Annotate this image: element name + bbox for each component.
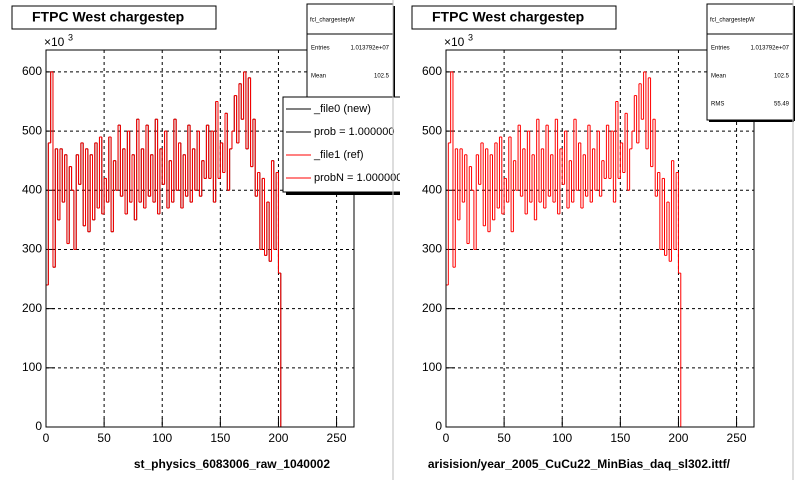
stats-name: fcl_chargestepW (310, 18, 355, 24)
x-tick-label: 50 (97, 431, 111, 445)
x-tick-label: 250 (727, 431, 747, 445)
stats-label: Entries (711, 46, 730, 52)
x-tick-label: 200 (268, 431, 288, 445)
y-tick-label: 600 (22, 64, 42, 78)
legend-label: _file0 (new) (313, 103, 371, 115)
y-tick-label: 200 (22, 301, 42, 315)
stats-value: 102.5 (774, 74, 790, 80)
legend-box (282, 96, 400, 193)
chart-title: FTPC West chargestep (432, 9, 584, 25)
title-box (411, 5, 617, 30)
stats-label: Entries (311, 46, 330, 52)
stats-value: 1.013792e+07 (350, 46, 389, 52)
x-tick-label: 150 (610, 431, 630, 445)
x-tick-label: 150 (210, 431, 230, 445)
x-tick-label: 0 (43, 431, 50, 445)
y-tick-label: 0 (435, 419, 442, 433)
frame (445, 49, 755, 428)
y-tick-label: 400 (422, 182, 442, 196)
stats-box (706, 3, 794, 121)
y-multiplier: ×10 (444, 35, 465, 49)
stats-value: 102.5 (374, 74, 390, 80)
title-box (11, 5, 217, 30)
x-tick-label: 100 (552, 431, 572, 445)
x-axis-label: arisision/year_2005_CuCu22_MinBias_daq_s… (428, 457, 731, 471)
y-multiplier-exponent: 3 (468, 32, 473, 42)
x-tick-label: 200 (668, 431, 688, 445)
frame (45, 49, 355, 428)
y-multiplier-exponent: 3 (68, 32, 73, 42)
stats-value: 55.49 (774, 102, 790, 108)
frame-bg (446, 50, 754, 427)
legend-label: probN = 1.000000 (314, 172, 400, 184)
y-tick-label: 300 (22, 242, 42, 256)
x-tick-label: 250 (327, 431, 347, 445)
y-tick-label: 100 (422, 360, 442, 374)
stats-label: RMS (711, 102, 724, 108)
y-tick-label: 500 (22, 123, 42, 137)
pad: 0 100 200 300 400 500 600 0 50 100 150 200 250 ×10 3 FT… (411, 0, 795, 480)
y-tick-label: 100 (22, 360, 42, 374)
y-tick-label: 200 (422, 301, 442, 315)
x-tick-label: 50 (497, 431, 511, 445)
y-tick-label: 300 (422, 242, 442, 256)
y-tick-label: 600 (422, 64, 442, 78)
chart-title: FTPC West chargestep (32, 9, 184, 25)
stats-label: Mean (711, 74, 726, 80)
x-tick-label: 0 (443, 431, 450, 445)
stats-value: 1.013792e+07 (750, 46, 789, 52)
stats-name: fcl_chargestepW (710, 18, 755, 24)
x-tick-label: 100 (152, 431, 172, 445)
stats-label: Mean (311, 74, 326, 80)
y-tick-label: 500 (422, 123, 442, 137)
y-tick-label: 400 (22, 182, 42, 196)
y-tick-label: 0 (35, 419, 42, 433)
legend-label: _file1 (ref) (313, 149, 364, 161)
y-multiplier: ×10 (44, 35, 65, 49)
legend-label: prob = 1.000000 (314, 126, 394, 138)
pad: 0 100 200 300 400 500 600 0 50 100 150 200 250 ×10 3 FT… (11, 0, 400, 480)
x-axis-label: st_physics_6083006_raw_1040002 (134, 457, 330, 471)
